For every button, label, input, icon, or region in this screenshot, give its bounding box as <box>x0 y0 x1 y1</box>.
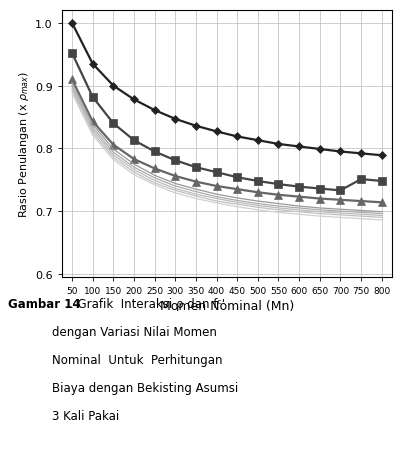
Y-axis label: Rasio Penulangan (x $\rho_{max}$): Rasio Penulangan (x $\rho_{max}$) <box>17 71 31 218</box>
Text: Gambar 14: Gambar 14 <box>8 298 80 311</box>
Text: 3 Kali Pakai: 3 Kali Pakai <box>52 410 119 423</box>
Text: Biaya dengan Bekisting Asumsi: Biaya dengan Bekisting Asumsi <box>52 382 238 395</box>
Text: . Grafik  Interaksi ρ dan fᶜ': . Grafik Interaksi ρ dan fᶜ' <box>70 298 224 311</box>
Text: Nominal  Untuk  Perhitungan: Nominal Untuk Perhitungan <box>52 354 222 367</box>
Text: dengan Variasi Nilai Momen: dengan Variasi Nilai Momen <box>52 326 217 339</box>
X-axis label: Momen Nominal (Mn): Momen Nominal (Mn) <box>160 299 294 313</box>
